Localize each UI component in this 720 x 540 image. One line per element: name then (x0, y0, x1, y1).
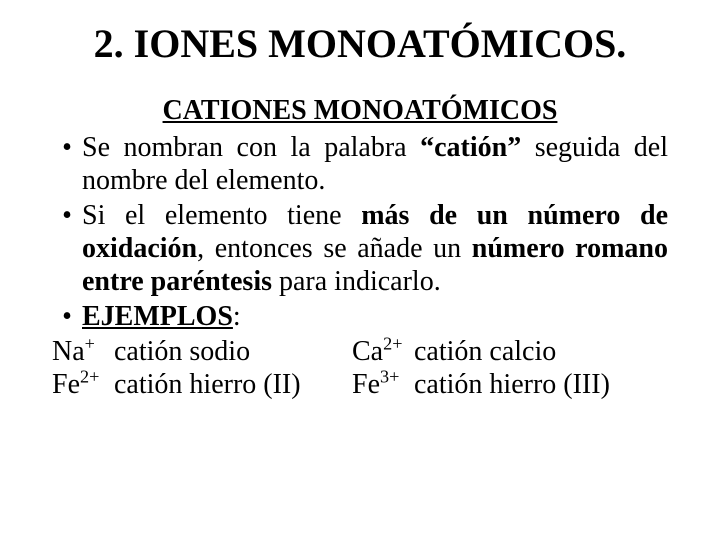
subtitle: CATIONES MONOATÓMICOS (52, 95, 668, 127)
example-cell: Fe2+ catión hierro (II) (52, 368, 352, 401)
bullet-text: Si el elemento tiene más de un número de… (82, 199, 668, 298)
example-row: Fe2+ catión hierro (II) Fe3+ catión hier… (52, 368, 668, 401)
example-cell: Na+ catión sodio (52, 335, 352, 368)
ion-name: catión sodio (114, 335, 250, 368)
ion-name: catión hierro (II) (114, 368, 301, 401)
bullet-text: Se nombran con la palabra “catión” segui… (82, 131, 668, 197)
bullet-dot: • (52, 199, 82, 298)
ion-symbol: Fe2+ (52, 368, 114, 401)
bullet-text: EJEMPLOS: (82, 300, 668, 333)
ion-name: catión calcio (414, 335, 556, 368)
ion-symbol: Ca2+ (352, 335, 414, 368)
slide: 2. IONES MONOATÓMICOS. CATIONES MONOATÓM… (0, 0, 720, 421)
bullet-item: • Si el elemento tiene más de un número … (52, 199, 668, 298)
bullet-dot: • (52, 300, 82, 333)
bullet-item: • Se nombran con la palabra “catión” seg… (52, 131, 668, 197)
example-cell: Fe3+ catión hierro (III) (352, 368, 668, 401)
example-cell: Ca2+ catión calcio (352, 335, 668, 368)
ion-symbol: Na+ (52, 335, 114, 368)
page-title: 2. IONES MONOATÓMICOS. (52, 20, 668, 67)
bullet-item: • EJEMPLOS: (52, 300, 668, 333)
ion-name: catión hierro (III) (414, 368, 610, 401)
examples-block: Na+ catión sodio Ca2+ catión calcio Fe2+… (52, 335, 668, 401)
ion-symbol: Fe3+ (352, 368, 414, 401)
body-text: • Se nombran con la palabra “catión” seg… (52, 131, 668, 401)
bullet-dot: • (52, 131, 82, 197)
example-row: Na+ catión sodio Ca2+ catión calcio (52, 335, 668, 368)
